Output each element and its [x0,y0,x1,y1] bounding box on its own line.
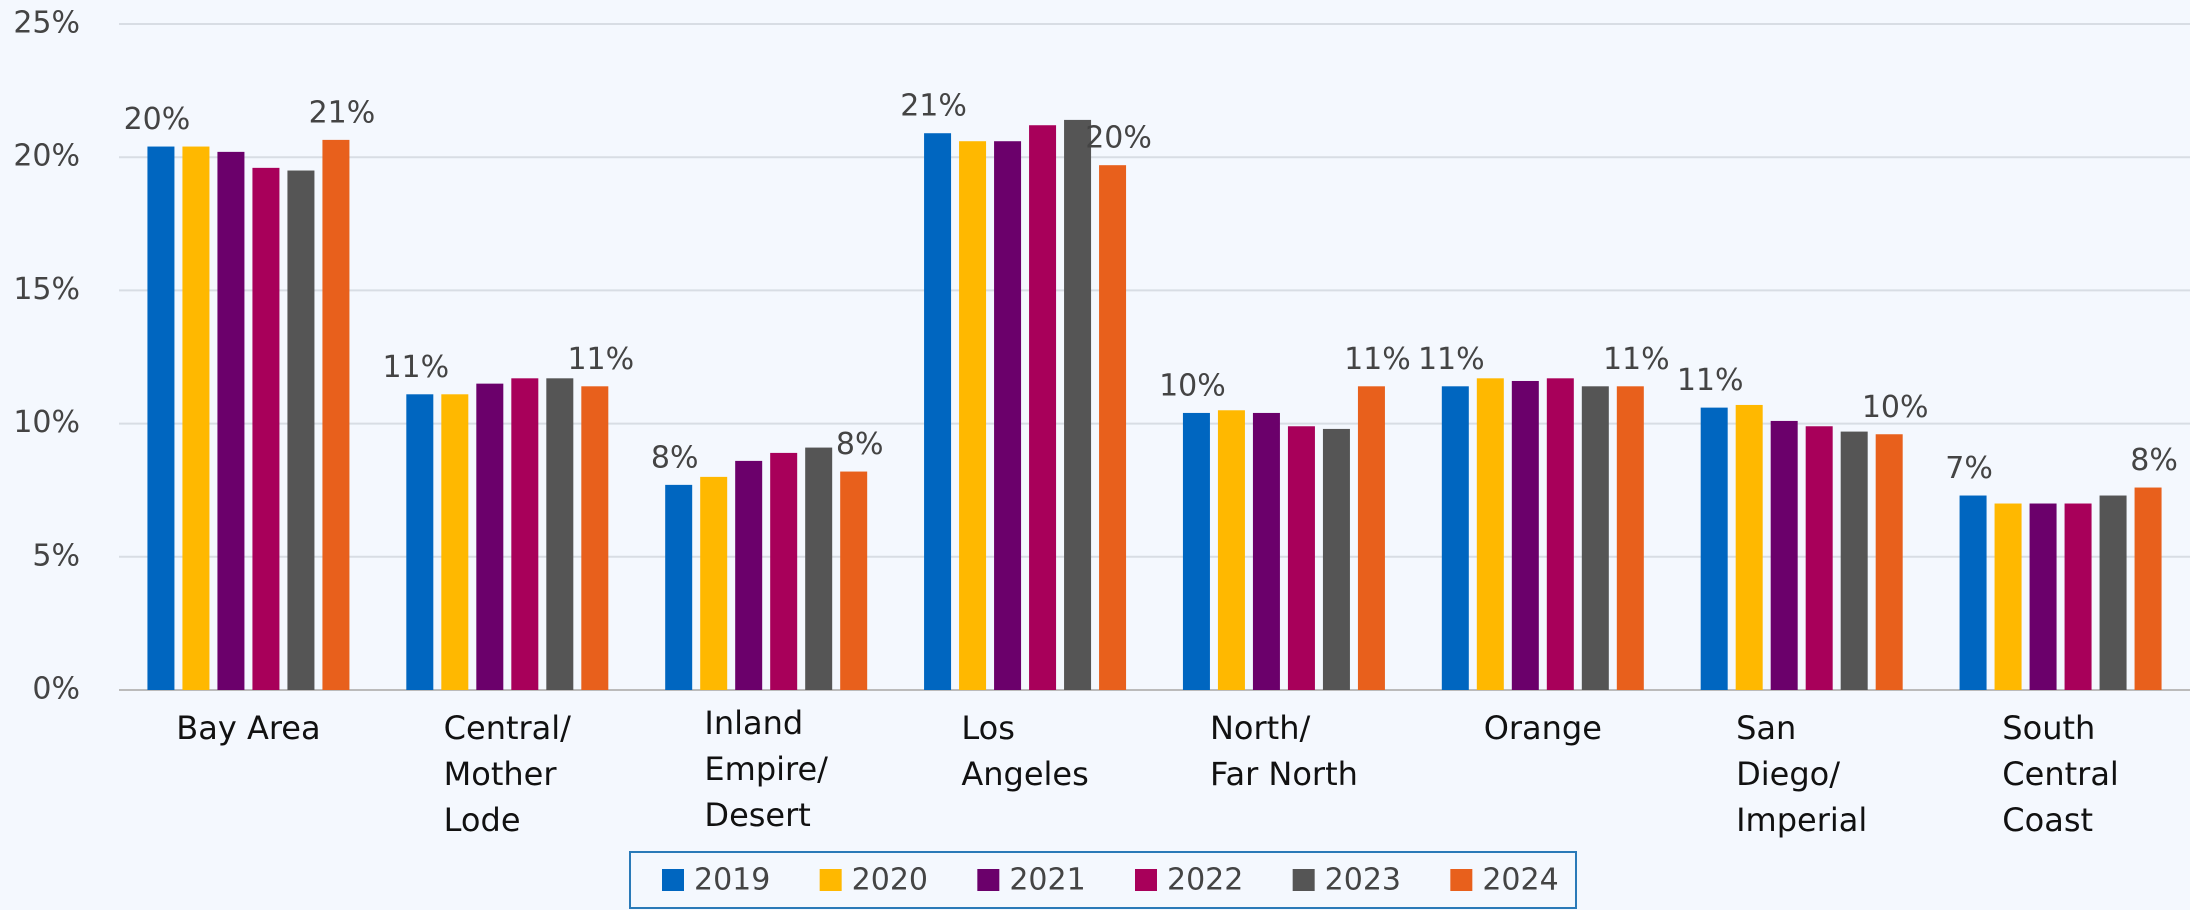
bar [1805,426,1833,690]
bar [217,151,245,690]
bar [1064,119,1092,691]
value-label: 8% [836,427,884,462]
bar [700,476,728,690]
y-tick-label: 25% [13,6,80,41]
bar [511,378,539,690]
legend-label: 2022 [1167,863,1243,898]
bar [2029,503,2057,690]
bar [735,460,763,690]
bar [2134,487,2162,690]
bar [1546,378,1574,690]
bar [1476,378,1504,690]
bar [1840,431,1868,690]
bar [1287,426,1315,690]
bar [147,146,175,690]
x-tick-label: South Central Coast [2002,709,2119,839]
x-tick-label: Inland Empire/ Desert [704,704,828,834]
value-label: 11% [1344,342,1411,377]
bar [2099,495,2127,690]
bar [1099,165,1127,690]
legend-label: 2020 [852,863,928,898]
bar [1322,428,1350,690]
bar [1511,380,1539,690]
bar [2064,503,2092,690]
value-label: 20% [1085,121,1152,156]
legend-box [629,851,1577,909]
value-label: 20% [124,102,191,137]
x-tick-label: San Diego/ Imperial [1736,709,1868,839]
bar [1357,386,1385,690]
legend-label: 2024 [1482,863,1558,898]
y-tick-label: 5% [32,538,80,573]
x-tick-label: Central/ Mother Lode [443,709,571,839]
bar [924,133,952,690]
x-tick-label: Bay Area [176,709,321,747]
bar [182,146,210,690]
legend-label: 2023 [1325,863,1401,898]
value-label: 7% [1945,451,1993,486]
y-tick-label: 15% [13,272,80,307]
value-label: 11% [1677,363,1744,398]
bar [1875,434,1903,690]
value-label: 8% [651,440,699,475]
bar [287,170,315,690]
bar [252,167,280,690]
value-label: 11% [382,350,449,385]
legend-swatch [977,869,1000,891]
bar [1994,503,2022,690]
bar [665,484,693,690]
bar [805,447,833,690]
legend-swatch [1450,869,1473,891]
x-tick-label: Los Angeles [961,709,1089,793]
bar [1735,404,1763,690]
bar [546,378,574,690]
value-label: 10% [1159,368,1226,403]
bar [406,394,434,690]
bar [322,139,350,690]
bar [1581,386,1609,690]
bar [441,394,469,690]
bar [959,141,987,690]
bar [1616,386,1644,690]
y-tick-label: 20% [13,139,80,174]
value-label: 21% [309,95,376,130]
legend-swatch [819,869,842,891]
bar [1959,495,1987,690]
value-label: 10% [1862,390,1929,425]
value-label: 11% [1418,342,1485,377]
value-label: 8% [2130,443,2178,478]
y-tick-label: 10% [13,405,80,440]
legend-label: 2019 [694,863,770,898]
x-tick-label: Orange [1483,709,1602,747]
bar [840,471,868,690]
legend-swatch [1135,869,1157,891]
bar [1029,125,1057,691]
bar [1182,412,1210,690]
x-tick-label: North/ Far North [1209,709,1358,793]
bar [1700,407,1728,690]
legend-label: 2021 [1009,863,1085,898]
bar [1441,386,1469,690]
value-label: 21% [900,89,967,124]
bar [1770,420,1798,690]
value-label: 11% [1603,342,1670,377]
bar [476,383,504,690]
bar [1252,412,1280,690]
value-label: 11% [567,342,634,377]
bar [1217,410,1245,690]
bar [581,386,609,690]
legend-swatch [662,869,684,891]
y-tick-label: 0% [32,672,80,707]
bar [770,452,798,690]
legend-swatch [1292,869,1315,891]
bar [994,141,1022,690]
